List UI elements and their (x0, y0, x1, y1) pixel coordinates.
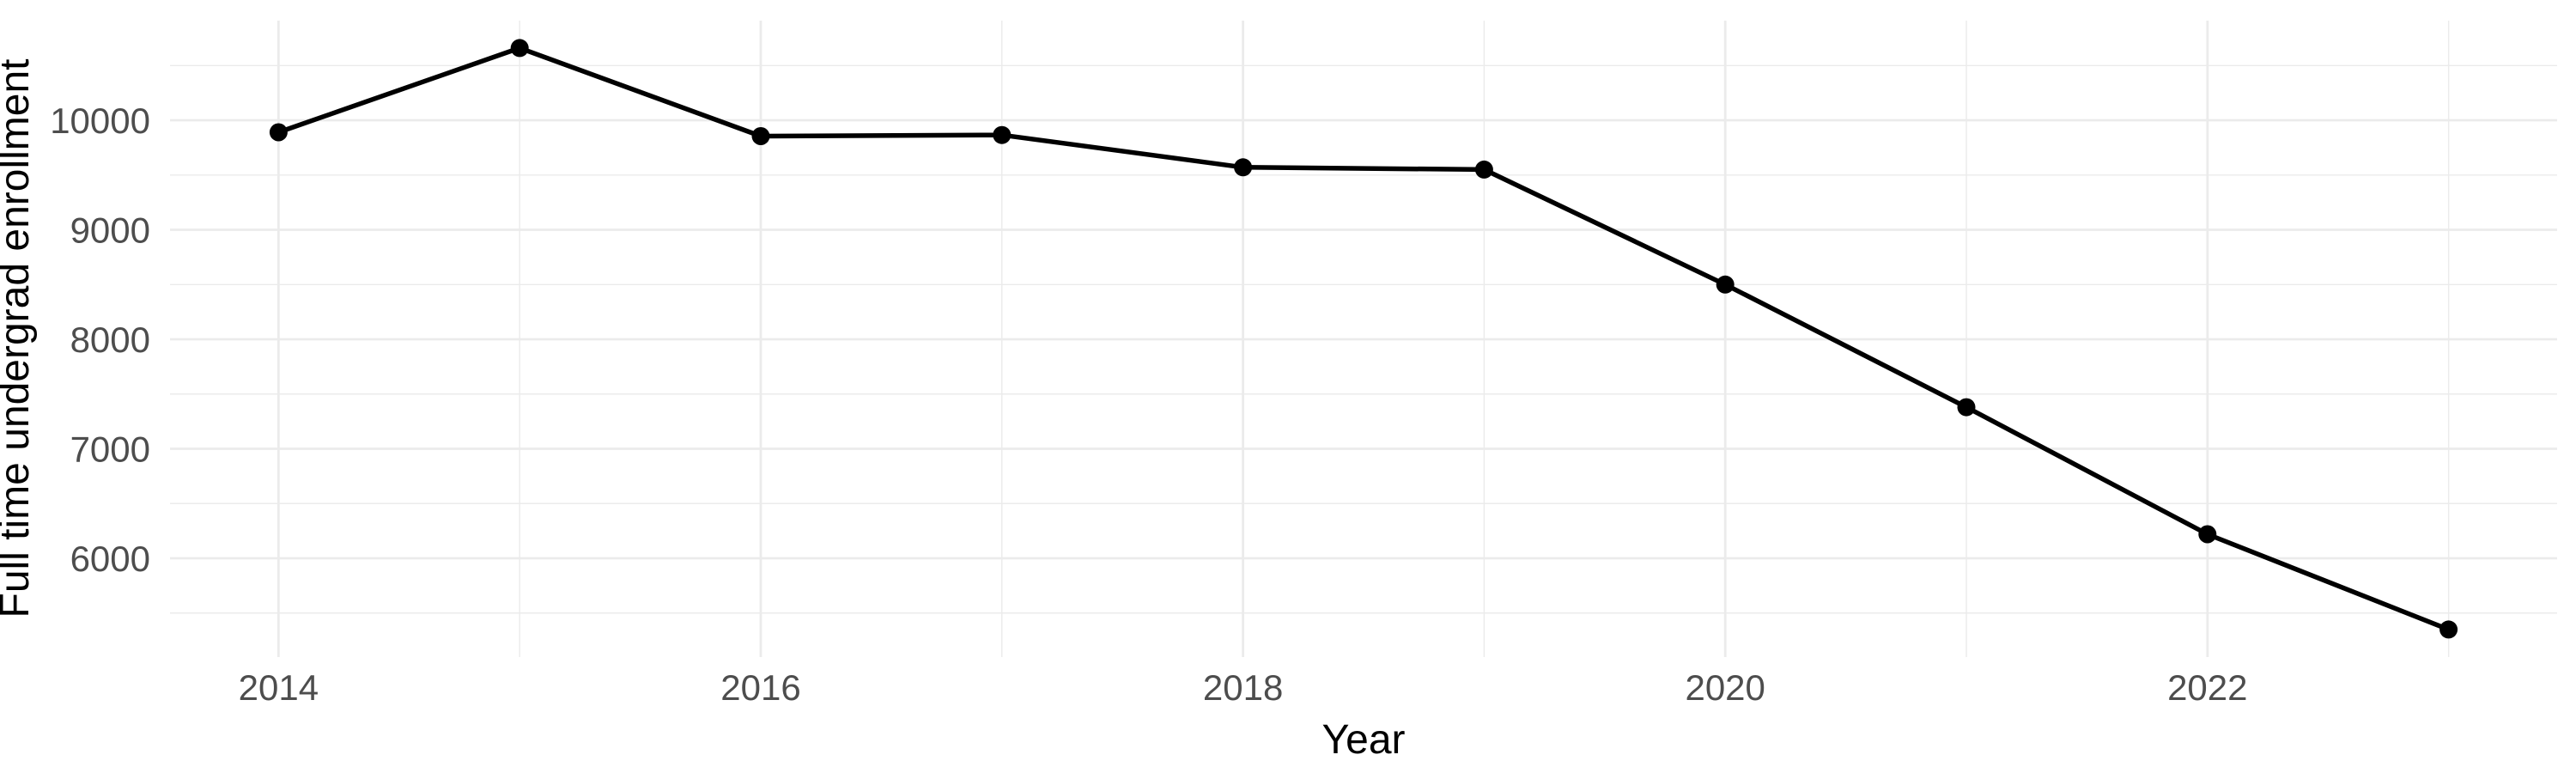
data-point (1474, 160, 1493, 179)
y-tick-label: 6000 (70, 539, 150, 579)
y-tick-label: 9000 (70, 210, 150, 251)
data-point (1957, 398, 1976, 417)
data-point (751, 127, 770, 145)
data-point (2198, 525, 2217, 544)
data-point (1234, 158, 1253, 177)
data-point (993, 125, 1012, 144)
y-axis-tick-labels: 6000 7000 8000 9000 10000 (50, 100, 150, 579)
data-line (277, 46, 2450, 632)
y-axis-title: Full time undergrad enrollment (0, 58, 38, 618)
y-tick-label: 8000 (70, 320, 150, 360)
y-tick-label: 10000 (50, 100, 150, 141)
x-tick-label: 2018 (1203, 667, 1283, 708)
gridlines-major (170, 21, 2557, 657)
y-tick-label: 7000 (70, 429, 150, 470)
data-point (2439, 620, 2458, 639)
x-tick-label: 2022 (2167, 667, 2247, 708)
x-tick-label: 2014 (239, 667, 319, 708)
x-tick-label: 2020 (1685, 667, 1765, 708)
x-tick-label: 2016 (720, 667, 800, 708)
data-point (510, 39, 529, 58)
data-series (269, 39, 2458, 639)
x-axis-tick-labels: 2014 2016 2018 2020 2022 (239, 667, 2248, 708)
data-point (1716, 275, 1735, 294)
x-axis-title: Year (1321, 717, 1406, 763)
data-point (269, 123, 288, 142)
